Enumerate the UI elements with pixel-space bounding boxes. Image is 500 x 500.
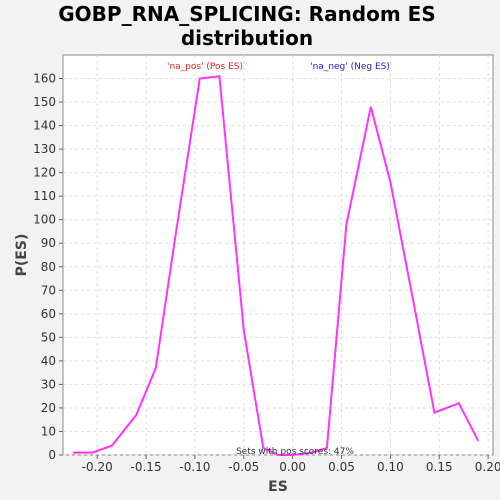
y-tick-label: 20 bbox=[41, 401, 56, 415]
y-tick-label: 50 bbox=[41, 330, 56, 344]
x-tick-label: 0.00 bbox=[279, 460, 306, 474]
y-tick-label: 120 bbox=[33, 166, 56, 180]
y-axis-label: P(ES) bbox=[14, 234, 30, 277]
x-tick-label: 0.15 bbox=[426, 460, 453, 474]
x-tick-label: 0.05 bbox=[328, 460, 355, 474]
x-tick-label: -0.10 bbox=[179, 460, 210, 474]
chart-title: GOBP_RNA_SPLICING: Random ES distributio… bbox=[0, 2, 494, 50]
x-tick-label: -0.20 bbox=[82, 460, 113, 474]
neg-es-legend-label: 'na_neg' (Neg ES) bbox=[310, 62, 390, 72]
y-tick-label: 160 bbox=[33, 72, 56, 86]
y-tick-label: 140 bbox=[33, 119, 56, 133]
y-tick-label: 70 bbox=[41, 283, 56, 297]
chart-title-line-2: distribution bbox=[180, 26, 314, 50]
y-tick-label: 10 bbox=[41, 424, 56, 438]
pos-scores-note: Sets with pos scores: 47% bbox=[236, 447, 354, 457]
pos-es-legend-label: 'na_pos' (Pos ES) bbox=[167, 62, 243, 72]
y-tick-label: 60 bbox=[41, 307, 56, 321]
x-axis-label: ES bbox=[268, 479, 288, 495]
y-tick-label: 100 bbox=[33, 213, 56, 227]
y-tick-label: 90 bbox=[41, 236, 56, 250]
y-tick-label: 130 bbox=[33, 142, 56, 156]
plot-area bbox=[62, 54, 494, 456]
x-tick-label: 0.20 bbox=[475, 460, 500, 474]
y-tick-label: 30 bbox=[41, 377, 56, 391]
y-tick-label: 80 bbox=[41, 260, 56, 274]
y-tick-label: 0 bbox=[48, 448, 56, 462]
chart-title-line-1: GOBP_RNA_SPLICING: Random ES bbox=[58, 2, 436, 26]
y-tick-label: 150 bbox=[33, 95, 56, 109]
x-tick-label: -0.15 bbox=[131, 460, 162, 474]
x-tick-label: 0.10 bbox=[377, 460, 404, 474]
y-tick-label: 110 bbox=[33, 189, 56, 203]
x-tick-label: -0.05 bbox=[228, 460, 259, 474]
y-tick-label: 40 bbox=[41, 354, 56, 368]
